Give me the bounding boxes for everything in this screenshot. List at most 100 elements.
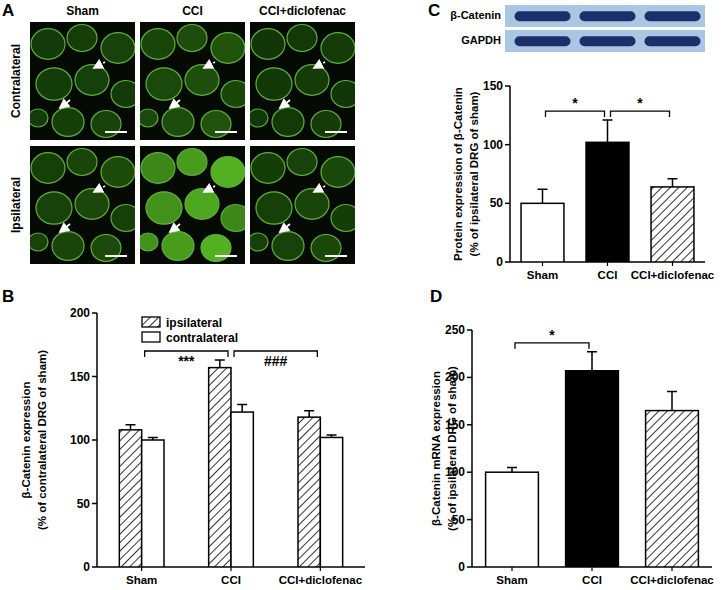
column-header: Sham: [66, 4, 99, 18]
bar: [586, 142, 629, 262]
legend-swatch: [142, 317, 160, 327]
bar: [119, 430, 141, 567]
scale-bar: [105, 255, 127, 257]
panel-letter: C: [428, 1, 440, 20]
blot-band: [515, 36, 571, 46]
arrow: [60, 224, 70, 232]
x-tick-label: CCI: [221, 574, 241, 586]
cell: [295, 65, 329, 96]
y-tick-label: 200: [70, 306, 90, 320]
legend-label: ipsilateral: [166, 316, 222, 330]
error-bar: [603, 120, 613, 142]
y-tick: [92, 312, 97, 314]
cell: [31, 29, 65, 60]
bar: [298, 417, 320, 567]
cell: [52, 232, 84, 261]
y-tick-label: 0: [458, 560, 465, 574]
cell: [140, 233, 158, 251]
column-header: CCI+diclofenac: [259, 4, 346, 18]
bar: [566, 371, 619, 567]
figure: AShamCCICCI+diclofenacContralateralIpsil…: [0, 0, 727, 590]
cell: [31, 153, 65, 184]
error-bar: [538, 189, 548, 203]
error-bar: [667, 392, 677, 411]
blot-band: [645, 11, 701, 21]
cell: [162, 232, 194, 261]
y-tick-label: 200: [445, 370, 465, 384]
y-tick-label: 100: [483, 138, 503, 152]
y-axis-label: (% of ipsilateral DRG of sham): [446, 366, 458, 531]
bar: [320, 437, 342, 567]
scale-bar: [325, 131, 347, 133]
row-header: Contralateral: [9, 44, 23, 118]
micrograph: [30, 146, 135, 264]
x-tick-label: Sham: [527, 269, 558, 281]
dashed-arrow: [314, 62, 325, 68]
cell: [311, 111, 341, 138]
cell: [75, 65, 109, 96]
page: {"chart_data": [ {"type": "bar", "title"…: [0, 0, 727, 590]
y-tick-label: 150: [445, 418, 465, 432]
cell: [52, 108, 84, 137]
cell: [36, 68, 72, 100]
significance-label: *: [637, 95, 643, 111]
cell: [321, 157, 355, 188]
cell: [36, 192, 72, 224]
blot-band: [580, 36, 636, 46]
y-axis: [509, 86, 511, 262]
error-bar: [215, 360, 225, 368]
y-tick: [467, 566, 472, 568]
bar: [521, 203, 564, 262]
x-tick: [141, 567, 142, 571]
arrow: [280, 224, 290, 232]
y-tick: [505, 203, 510, 205]
y-axis-label: (% of contralateral DRG of sham): [36, 350, 48, 530]
cell: [185, 189, 219, 220]
y-tick: [505, 144, 510, 146]
cell: [321, 33, 355, 64]
plot-area: [486, 352, 699, 567]
y-tick: [467, 329, 472, 331]
dashed-arrow: [204, 62, 215, 68]
cell: [146, 192, 182, 224]
significance-bracket: [515, 343, 589, 349]
cell: [251, 29, 285, 60]
y-tick-label: 50: [77, 497, 91, 511]
arrow: [280, 100, 290, 108]
scale-bar: [325, 255, 347, 257]
cell: [221, 205, 245, 232]
dashed-arrow: [314, 186, 325, 192]
y-tick: [467, 424, 472, 426]
cell: [101, 157, 135, 188]
cell: [162, 108, 194, 137]
y-tick-label: 50: [452, 513, 466, 527]
bar: [486, 472, 539, 567]
cell: [331, 81, 355, 108]
significance-bracket: [546, 111, 605, 117]
x-tick: [672, 262, 673, 266]
cell: [287, 25, 317, 52]
blot-label: GAPDH: [461, 34, 501, 46]
cell: [250, 233, 268, 251]
blot-strip: [505, 5, 705, 27]
cell: [30, 109, 48, 127]
x-tick-label: CCI: [582, 574, 602, 586]
x-tick: [230, 567, 231, 571]
cell: [221, 81, 245, 108]
cell: [101, 33, 135, 64]
blot-label: β-Catenin: [450, 9, 501, 21]
x-tick: [671, 567, 672, 571]
bar: [209, 368, 231, 567]
y-tick: [467, 471, 472, 473]
significance-label: *: [549, 327, 555, 343]
significance-bracket: [611, 111, 670, 117]
micrograph: [250, 146, 355, 264]
bar: [231, 412, 253, 567]
error-bar: [507, 467, 517, 472]
error-bar: [587, 352, 597, 371]
panel-letter: A: [2, 1, 14, 20]
cell: [91, 235, 121, 262]
scale-bar: [215, 131, 237, 133]
cell: [67, 25, 97, 52]
arrow: [60, 100, 70, 108]
